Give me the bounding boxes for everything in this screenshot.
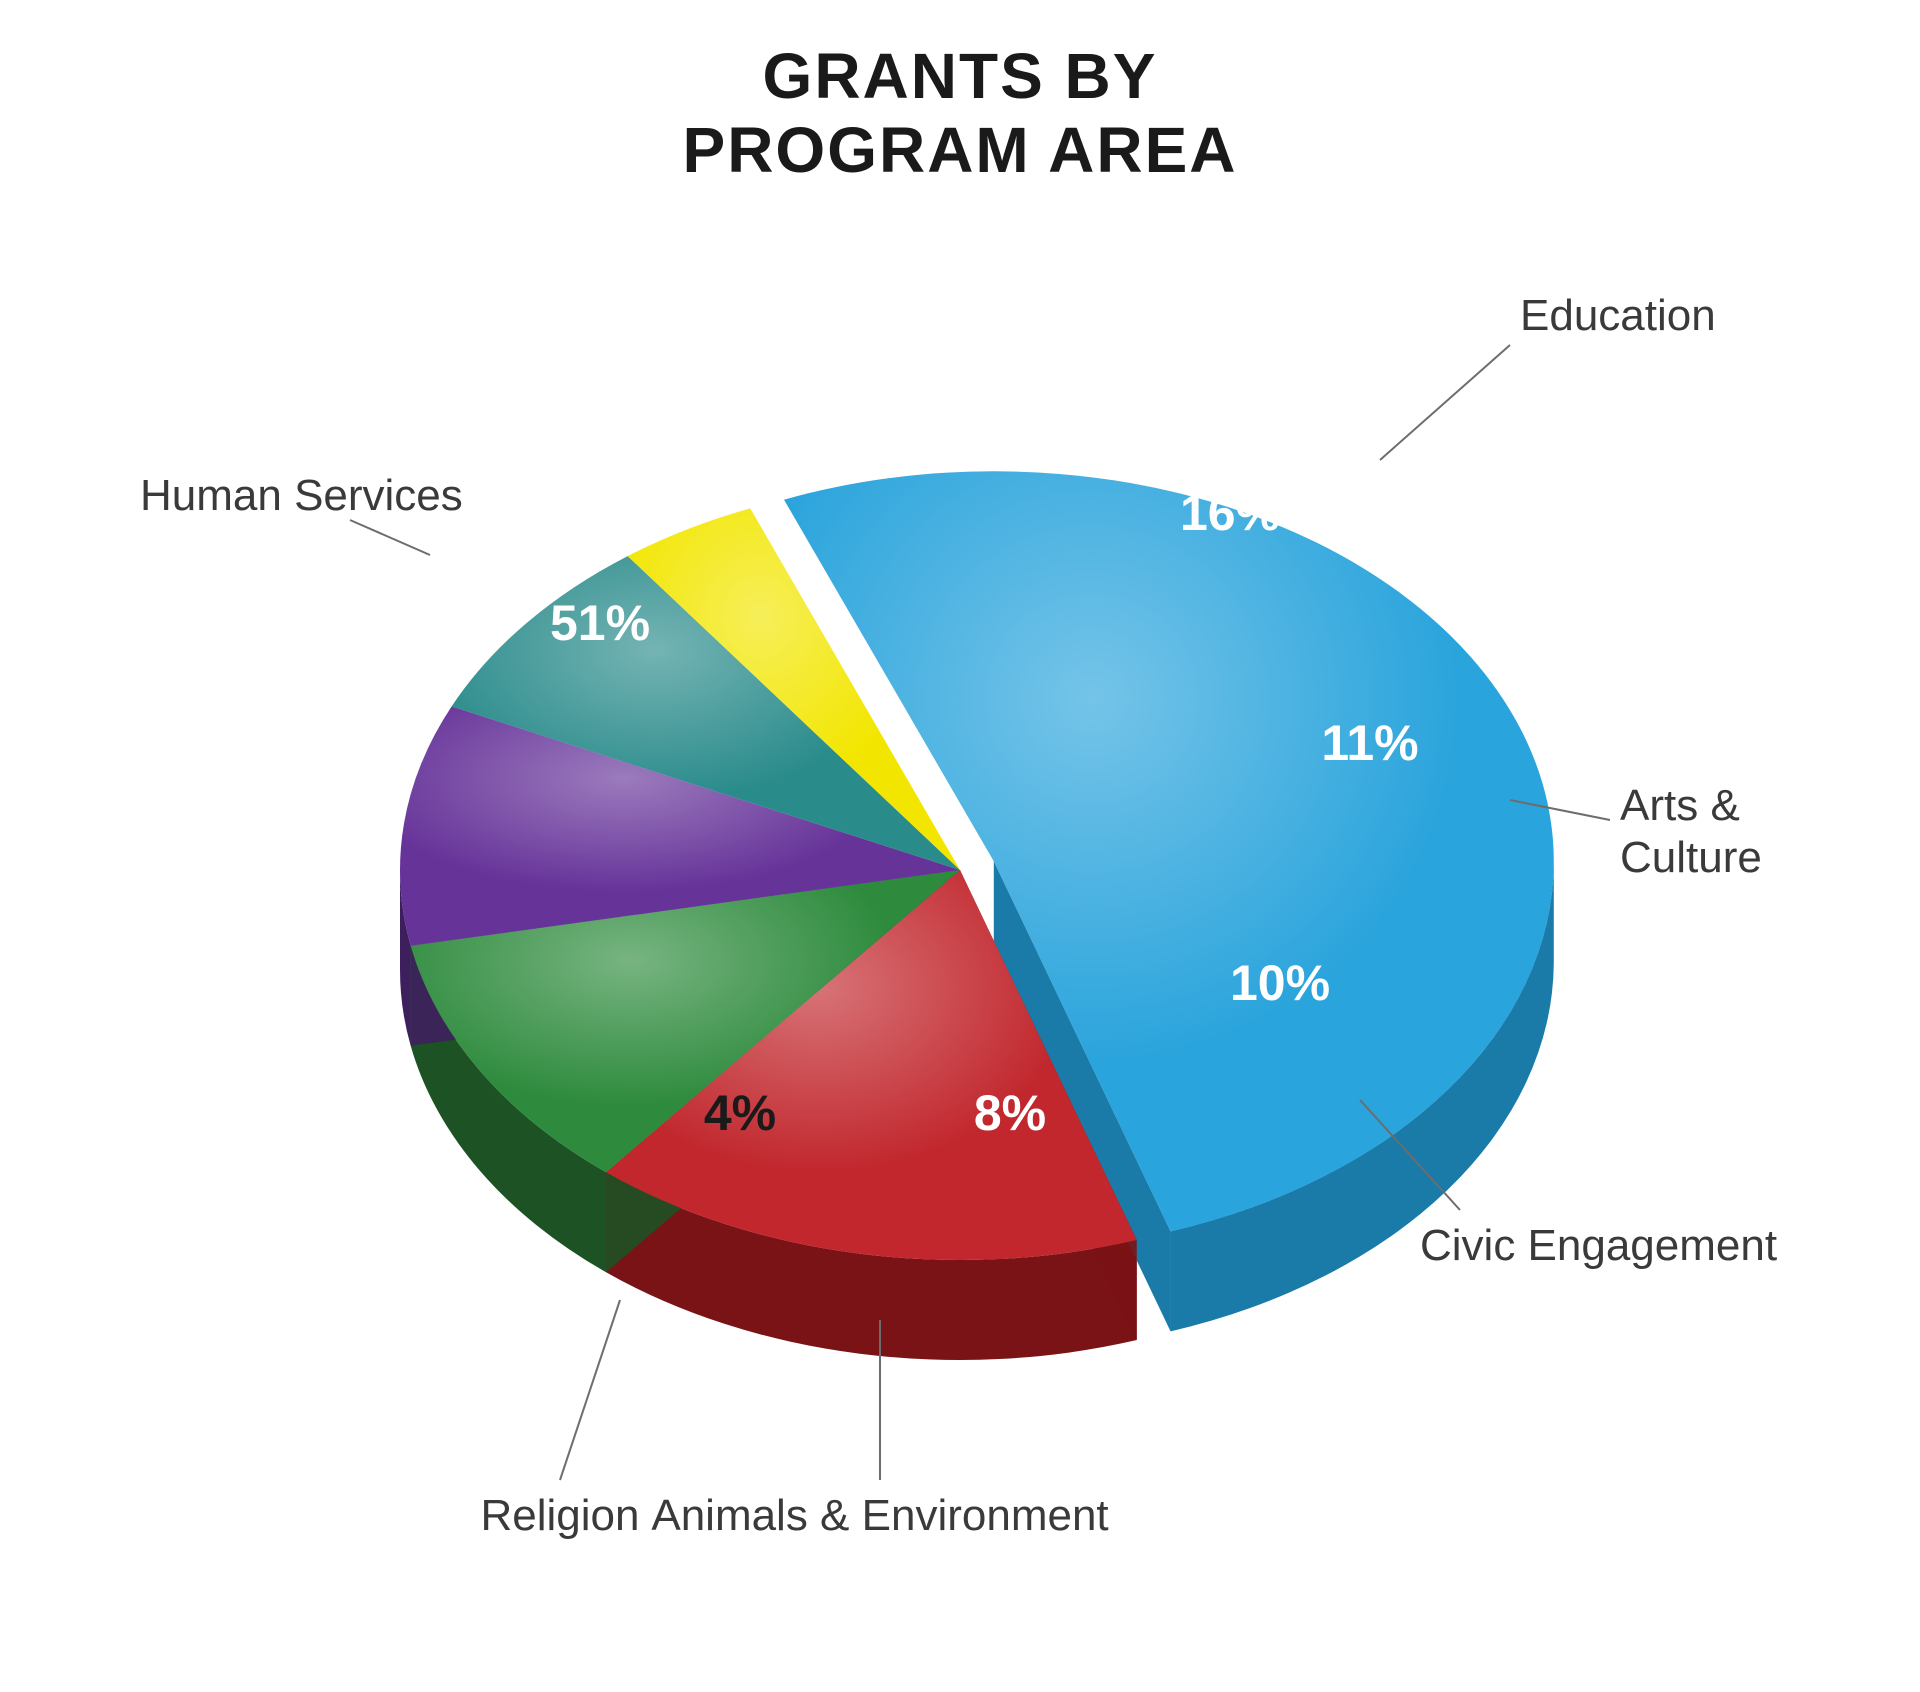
- pie-top-group: [400, 471, 1554, 1260]
- outer-label: Animals & Environment: [651, 1491, 1108, 1540]
- pie-chart-svg: 51% 16% 11% 10% 8% 4% Human Services Education…: [0, 0, 1920, 1692]
- chart-stage: GRANTS BY PROGRAM AREA 51%16%11%10%8%4% …: [0, 0, 1920, 1692]
- outer-label: Civic Engagement: [1420, 1221, 1777, 1270]
- slice-pct-label: 8%: [974, 1085, 1046, 1141]
- slice-pct-label: 16%: [1180, 485, 1280, 541]
- slice-pct-label: 10%: [1230, 955, 1330, 1011]
- outer-label: Culture: [1620, 833, 1762, 882]
- outer-label: Education: [1520, 291, 1716, 340]
- slice-pct-label: 4%: [704, 1085, 776, 1141]
- slice-pct-label: 11%: [1321, 715, 1418, 771]
- leader-line: [560, 1300, 620, 1480]
- leader-line: [350, 520, 430, 555]
- outer-label: Arts &: [1620, 781, 1740, 830]
- slice-pct-label: 51%: [550, 595, 650, 651]
- outer-label: Human Services: [140, 471, 463, 520]
- leader-line: [1380, 345, 1510, 460]
- outer-label: Religion: [481, 1491, 640, 1540]
